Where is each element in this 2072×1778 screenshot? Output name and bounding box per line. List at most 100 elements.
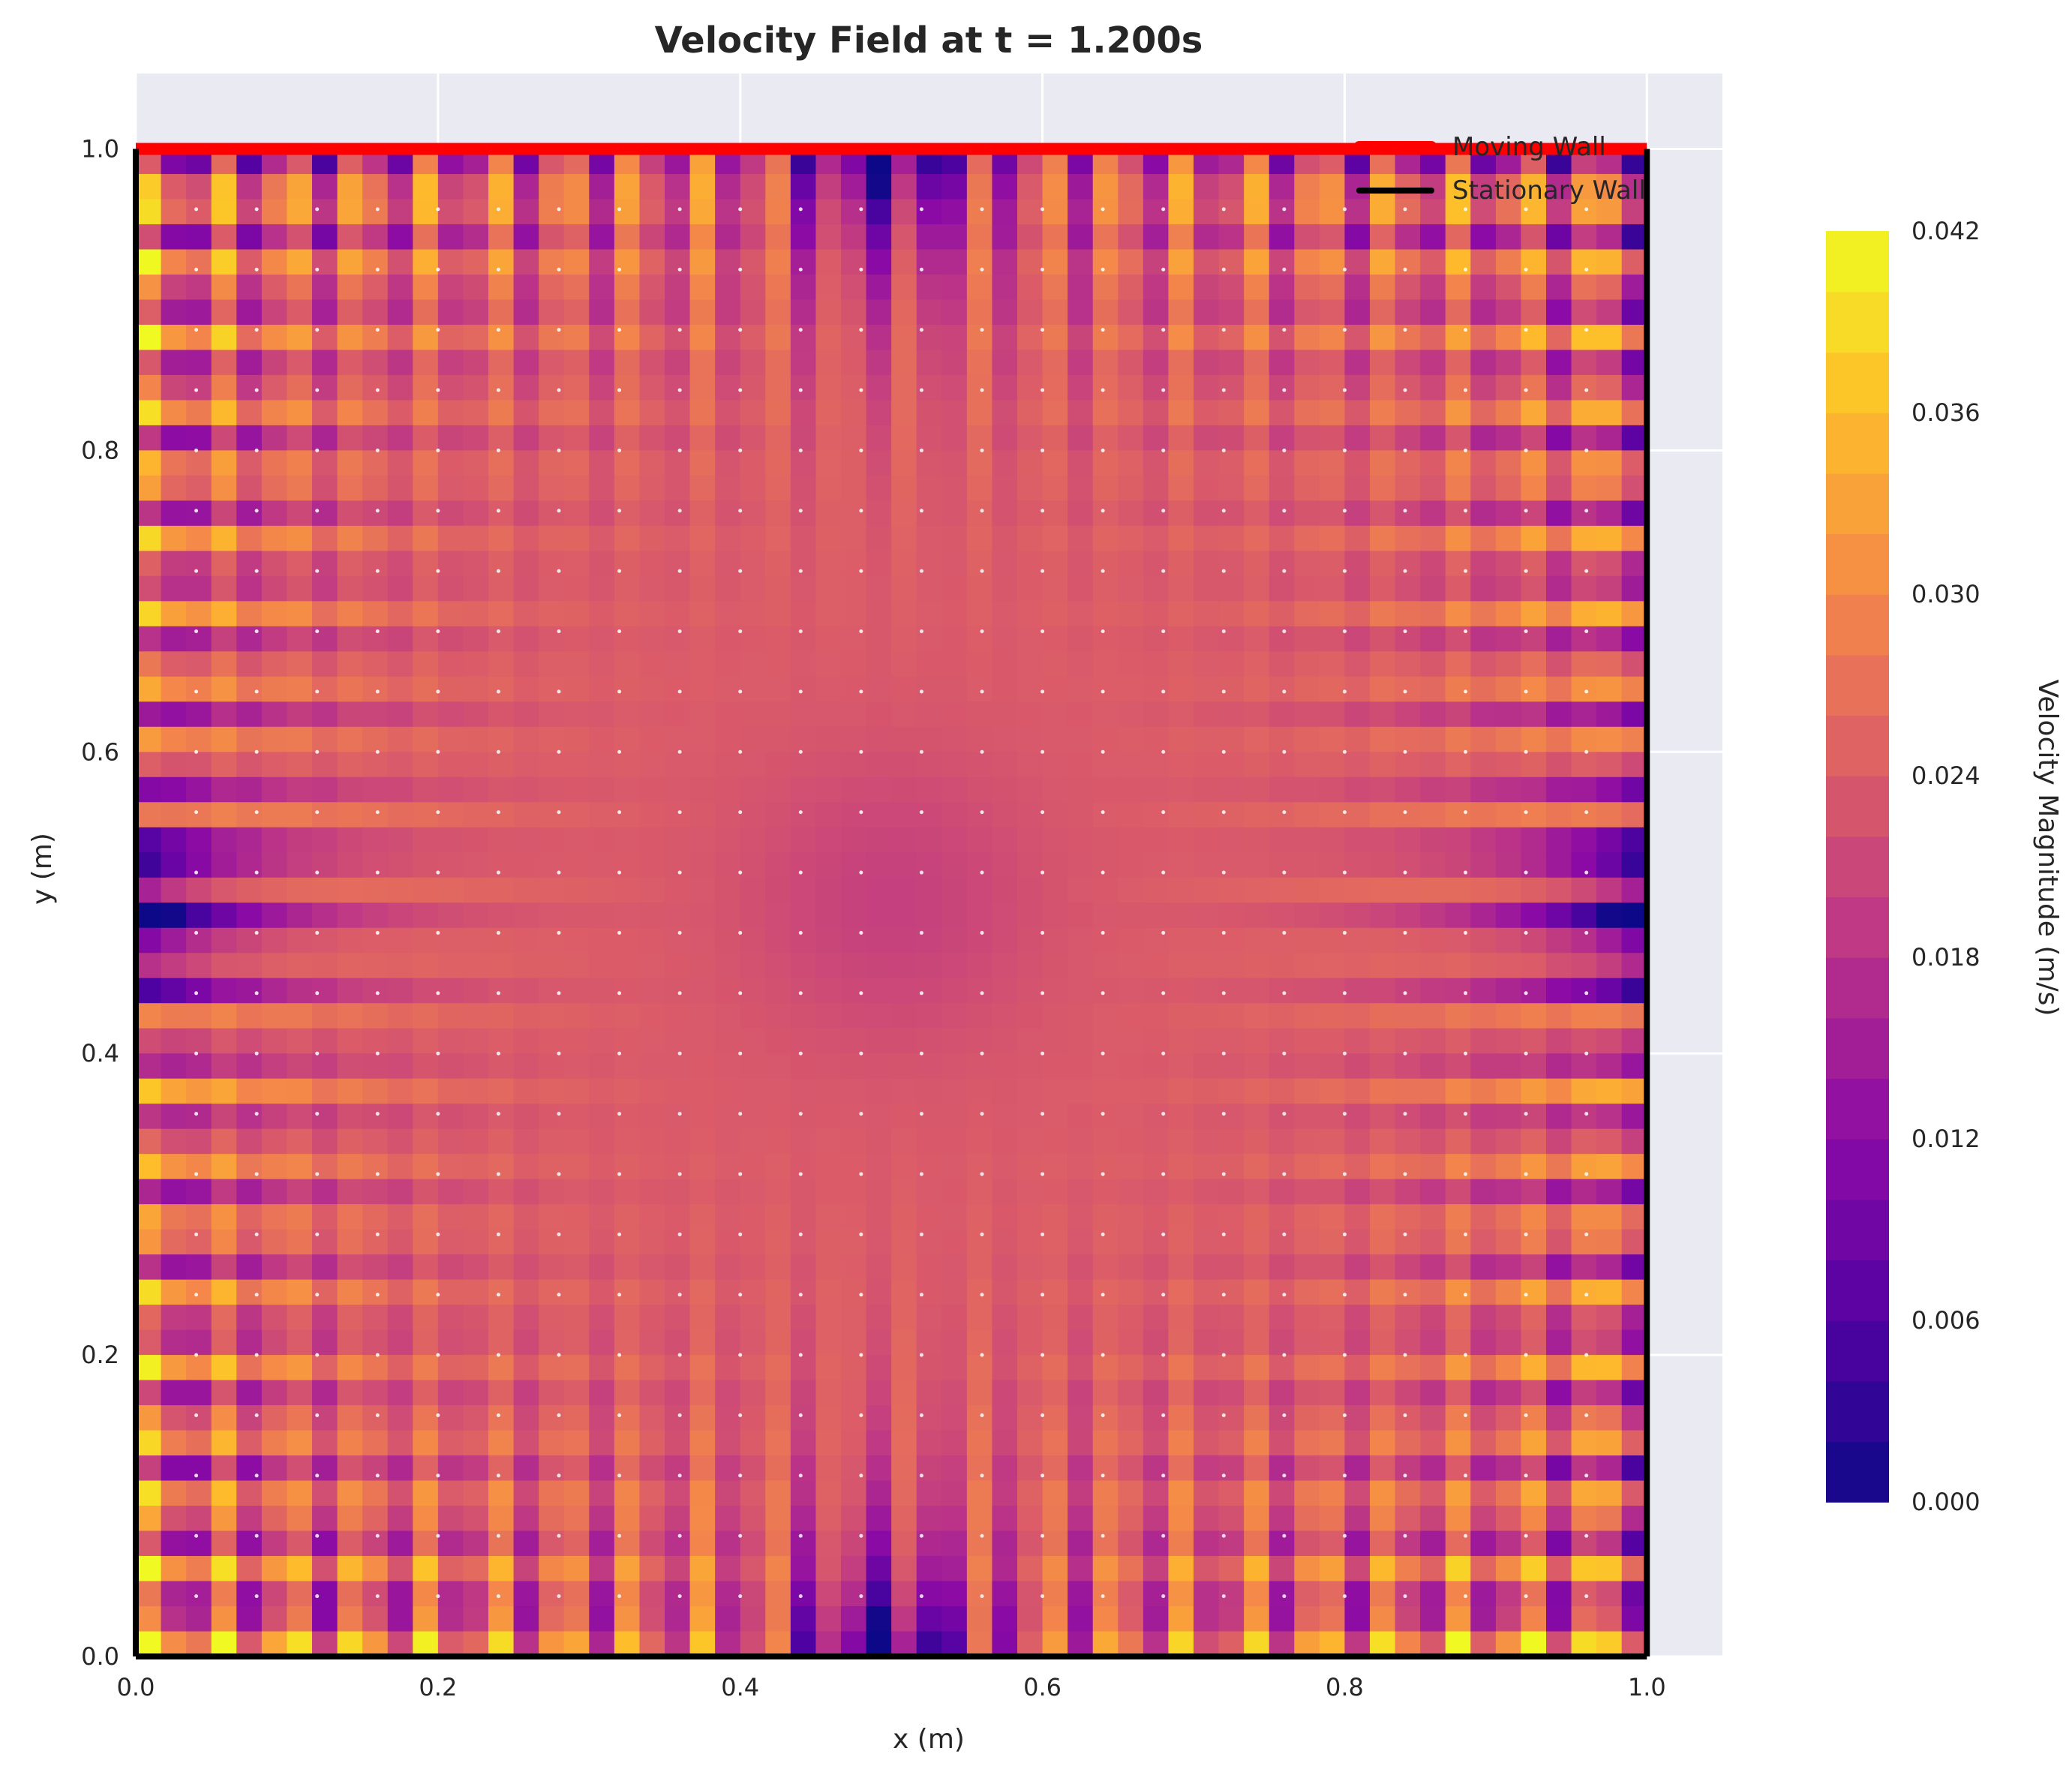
sample-point: [1342, 1413, 1347, 1417]
heatmap-cell: [1495, 1179, 1522, 1205]
heatmap-cell: [463, 1631, 489, 1656]
heatmap-cell: [1068, 1430, 1094, 1456]
heatmap-cell: [161, 1254, 187, 1281]
heatmap-cell: [1596, 676, 1623, 702]
heatmap-cell: [1244, 1028, 1270, 1054]
heatmap-cell: [841, 1530, 867, 1557]
heatmap-cell: [790, 224, 817, 251]
heatmap-cell: [1445, 224, 1471, 251]
heatmap-cell: [1168, 877, 1194, 903]
heatmap-cell: [312, 299, 338, 326]
heatmap-cell: [1218, 601, 1245, 627]
sample-point: [617, 930, 622, 935]
heatmap-cell: [1244, 1556, 1270, 1582]
heatmap-cell: [765, 827, 791, 853]
heatmap-cell: [1244, 1179, 1270, 1205]
heatmap-cell: [488, 1606, 515, 1632]
heatmap-cell: [1042, 1179, 1068, 1205]
sample-point: [738, 1533, 743, 1538]
heatmap-cell: [261, 1530, 288, 1557]
heatmap-cell: [589, 852, 615, 878]
heatmap-cell: [1521, 1581, 1547, 1607]
heatmap-cell: [992, 601, 1018, 627]
heatmap-cell: [337, 701, 363, 728]
sample-point: [677, 267, 682, 272]
heatmap-cell: [1042, 199, 1068, 225]
heatmap-cell: [513, 1254, 539, 1281]
heatmap-cell: [1495, 1128, 1522, 1155]
heatmap-cell: [665, 852, 691, 878]
sample-point: [798, 870, 803, 875]
heatmap-cell: [1068, 1078, 1094, 1104]
heatmap-cell: [413, 978, 439, 1004]
sample-point: [1403, 328, 1407, 332]
sample-point: [375, 267, 380, 272]
heatmap-cell: [1470, 350, 1497, 376]
heatmap-cell: [1092, 903, 1119, 929]
heatmap-cell: [136, 1430, 162, 1456]
heatmap-cell: [337, 927, 363, 954]
heatmap-cell: [563, 274, 590, 301]
heatmap-cell: [1244, 525, 1270, 551]
heatmap-cell: [1194, 475, 1220, 501]
heatmap-cell: [1017, 1229, 1044, 1255]
heatmap-cell: [236, 1229, 263, 1255]
heatmap-cell: [941, 1229, 968, 1255]
heatmap-cell: [1621, 274, 1647, 301]
heatmap-cell: [1445, 1028, 1471, 1054]
sample-point: [1101, 569, 1105, 573]
sample-point: [436, 388, 440, 392]
heatmap-cell: [513, 1380, 539, 1406]
heatmap-cell: [261, 1581, 288, 1607]
heatmap-cell: [488, 551, 515, 577]
heatmap-cell: [236, 1128, 263, 1155]
sample-point: [1524, 1533, 1528, 1538]
sample-point: [254, 810, 259, 815]
heatmap-cell: [1521, 852, 1547, 878]
heatmap-cell: [1546, 776, 1572, 803]
heatmap-cell: [1571, 802, 1597, 828]
heatmap-cell: [1420, 199, 1446, 225]
heatmap-cell: [488, 1506, 515, 1532]
heatmap-cell: [589, 1204, 615, 1230]
heatmap-cell: [1269, 1581, 1295, 1607]
heatmap-cell: [1092, 299, 1119, 326]
heatmap-cell: [614, 1028, 641, 1054]
heatmap-cell: [1395, 173, 1421, 200]
heatmap-cell: [337, 525, 363, 551]
heatmap-cell: [1294, 676, 1320, 702]
heatmap-cell: [665, 1254, 691, 1281]
heatmap-cell: [413, 274, 439, 301]
heatmap-cell: [740, 350, 766, 376]
sample-point: [1342, 1473, 1347, 1478]
heatmap-cell: [1395, 1229, 1421, 1255]
heatmap-cell: [866, 324, 892, 351]
heatmap-cell: [941, 776, 968, 803]
heatmap-cell: [614, 1154, 641, 1180]
heatmap-cell: [589, 1229, 615, 1255]
sample-point: [798, 1413, 803, 1417]
colorbar-level: [1826, 1320, 1889, 1382]
heatmap-cell: [1546, 852, 1572, 878]
heatmap-cell: [1420, 1556, 1446, 1582]
heatmap-cell: [665, 626, 691, 652]
heatmap-cell: [966, 475, 993, 501]
heatmap-cell: [1621, 400, 1647, 426]
heatmap-cell: [614, 978, 641, 1004]
heatmap-cell: [689, 500, 716, 527]
heatmap-cell: [916, 450, 942, 476]
heatmap-cell: [1596, 1606, 1623, 1632]
heatmap-cell: [161, 500, 187, 527]
heatmap-cell: [941, 1179, 968, 1205]
heatmap-cell: [1546, 224, 1572, 251]
sample-point: [798, 448, 803, 452]
heatmap-cell: [211, 877, 237, 903]
heatmap-cell: [639, 1028, 665, 1054]
heatmap-cell: [992, 350, 1018, 376]
heatmap-cell: [992, 776, 1018, 803]
heatmap-cell: [513, 676, 539, 702]
sample-point: [1041, 448, 1045, 452]
heatmap-cell: [1470, 1104, 1497, 1130]
heatmap-cell: [1294, 525, 1320, 551]
heatmap-cell: [387, 575, 413, 602]
